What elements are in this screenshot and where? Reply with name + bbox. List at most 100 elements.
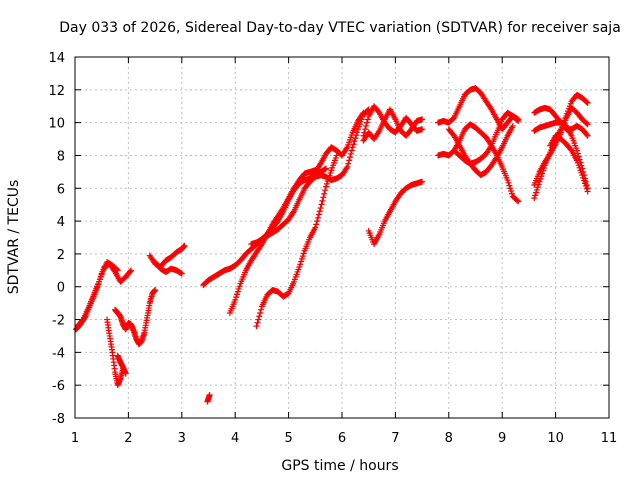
data-series [248,109,367,248]
data-point [419,178,426,185]
data-point [345,160,352,167]
x-tick-label: 8 [445,431,453,446]
data-point [314,214,321,221]
data-point [581,180,588,187]
data-point [326,172,333,179]
data-point [419,116,426,123]
data-point [298,258,305,265]
data-point [258,306,265,313]
data-point [584,99,591,106]
x-axis-label: GPS time / hours [281,458,398,474]
data-point [111,267,118,274]
data-series [547,132,591,195]
data-point [290,209,297,216]
data-point [419,126,426,133]
data-point [258,242,265,249]
data-point [583,131,590,138]
data-point [297,261,304,268]
data-point [363,122,370,129]
data-point [127,268,134,275]
data-point [296,264,303,271]
data-point [584,121,591,128]
data-point [318,201,325,208]
data-point [299,253,306,260]
y-tick-label: -4 [52,346,65,361]
data-point [344,163,351,170]
data-point [375,129,382,136]
data-point [333,152,340,159]
data-point [576,156,583,163]
data-point [253,323,260,330]
data-point [580,174,587,181]
data-series [360,106,426,144]
data-point [351,138,358,145]
data-series [112,287,159,348]
data-point [236,283,243,290]
data-point [300,250,307,257]
data-point [581,177,588,184]
data-point [319,197,326,204]
data-point [325,175,332,182]
x-tick-label: 2 [124,431,132,446]
data-point [515,117,522,124]
data-point [360,109,367,116]
data-point [507,185,514,192]
data-point [152,287,159,294]
data-point [546,152,553,159]
data-point [255,316,262,323]
data-point [508,190,515,197]
data-point [362,126,369,133]
data-series [451,109,522,167]
data-series [531,119,591,192]
data-series [74,260,135,330]
data-point [573,147,580,154]
data-point [234,288,241,295]
data-point [181,242,188,249]
x-tick-label: 5 [284,431,292,446]
x-tick-label: 3 [178,431,186,446]
data-series [204,392,213,405]
data-point [584,188,591,195]
data-point [343,165,350,172]
data-point [532,192,539,199]
data-point [584,132,591,139]
data-point [514,197,521,204]
data-point [79,317,86,324]
x-tick-label: 10 [547,431,564,446]
y-axis-label: SDTVAR / TECUs [6,180,22,295]
data-point [506,182,513,189]
data-point [321,190,328,197]
data-point [533,186,540,193]
y-tick-label: 12 [48,84,65,99]
data-series [253,152,340,330]
data-point [206,392,213,399]
data-point [492,155,499,162]
data-point [254,319,261,326]
data-point [178,270,185,277]
data-point [347,154,354,161]
y-tick-label: 4 [57,215,65,230]
data-point [122,370,129,377]
data-point [347,150,354,157]
data-point [256,313,263,320]
data-point [515,198,522,205]
data-point [359,111,366,118]
data-point [504,177,511,184]
y-tick-label: 8 [57,149,65,164]
data-point [324,178,331,185]
data-point [505,179,512,186]
data-point [235,285,242,292]
y-tick-label: -8 [52,412,65,427]
data-point [322,187,329,194]
plot-frame [74,56,610,419]
data-point [582,183,589,190]
data-point [320,194,327,201]
x-tick-label: 1 [71,431,79,446]
data-point [322,183,329,190]
data-point [350,141,357,148]
data-point [298,255,305,262]
data-point [363,119,370,126]
y-tick-label: 14 [48,51,65,66]
data-point [583,99,590,106]
data-series [114,352,129,377]
